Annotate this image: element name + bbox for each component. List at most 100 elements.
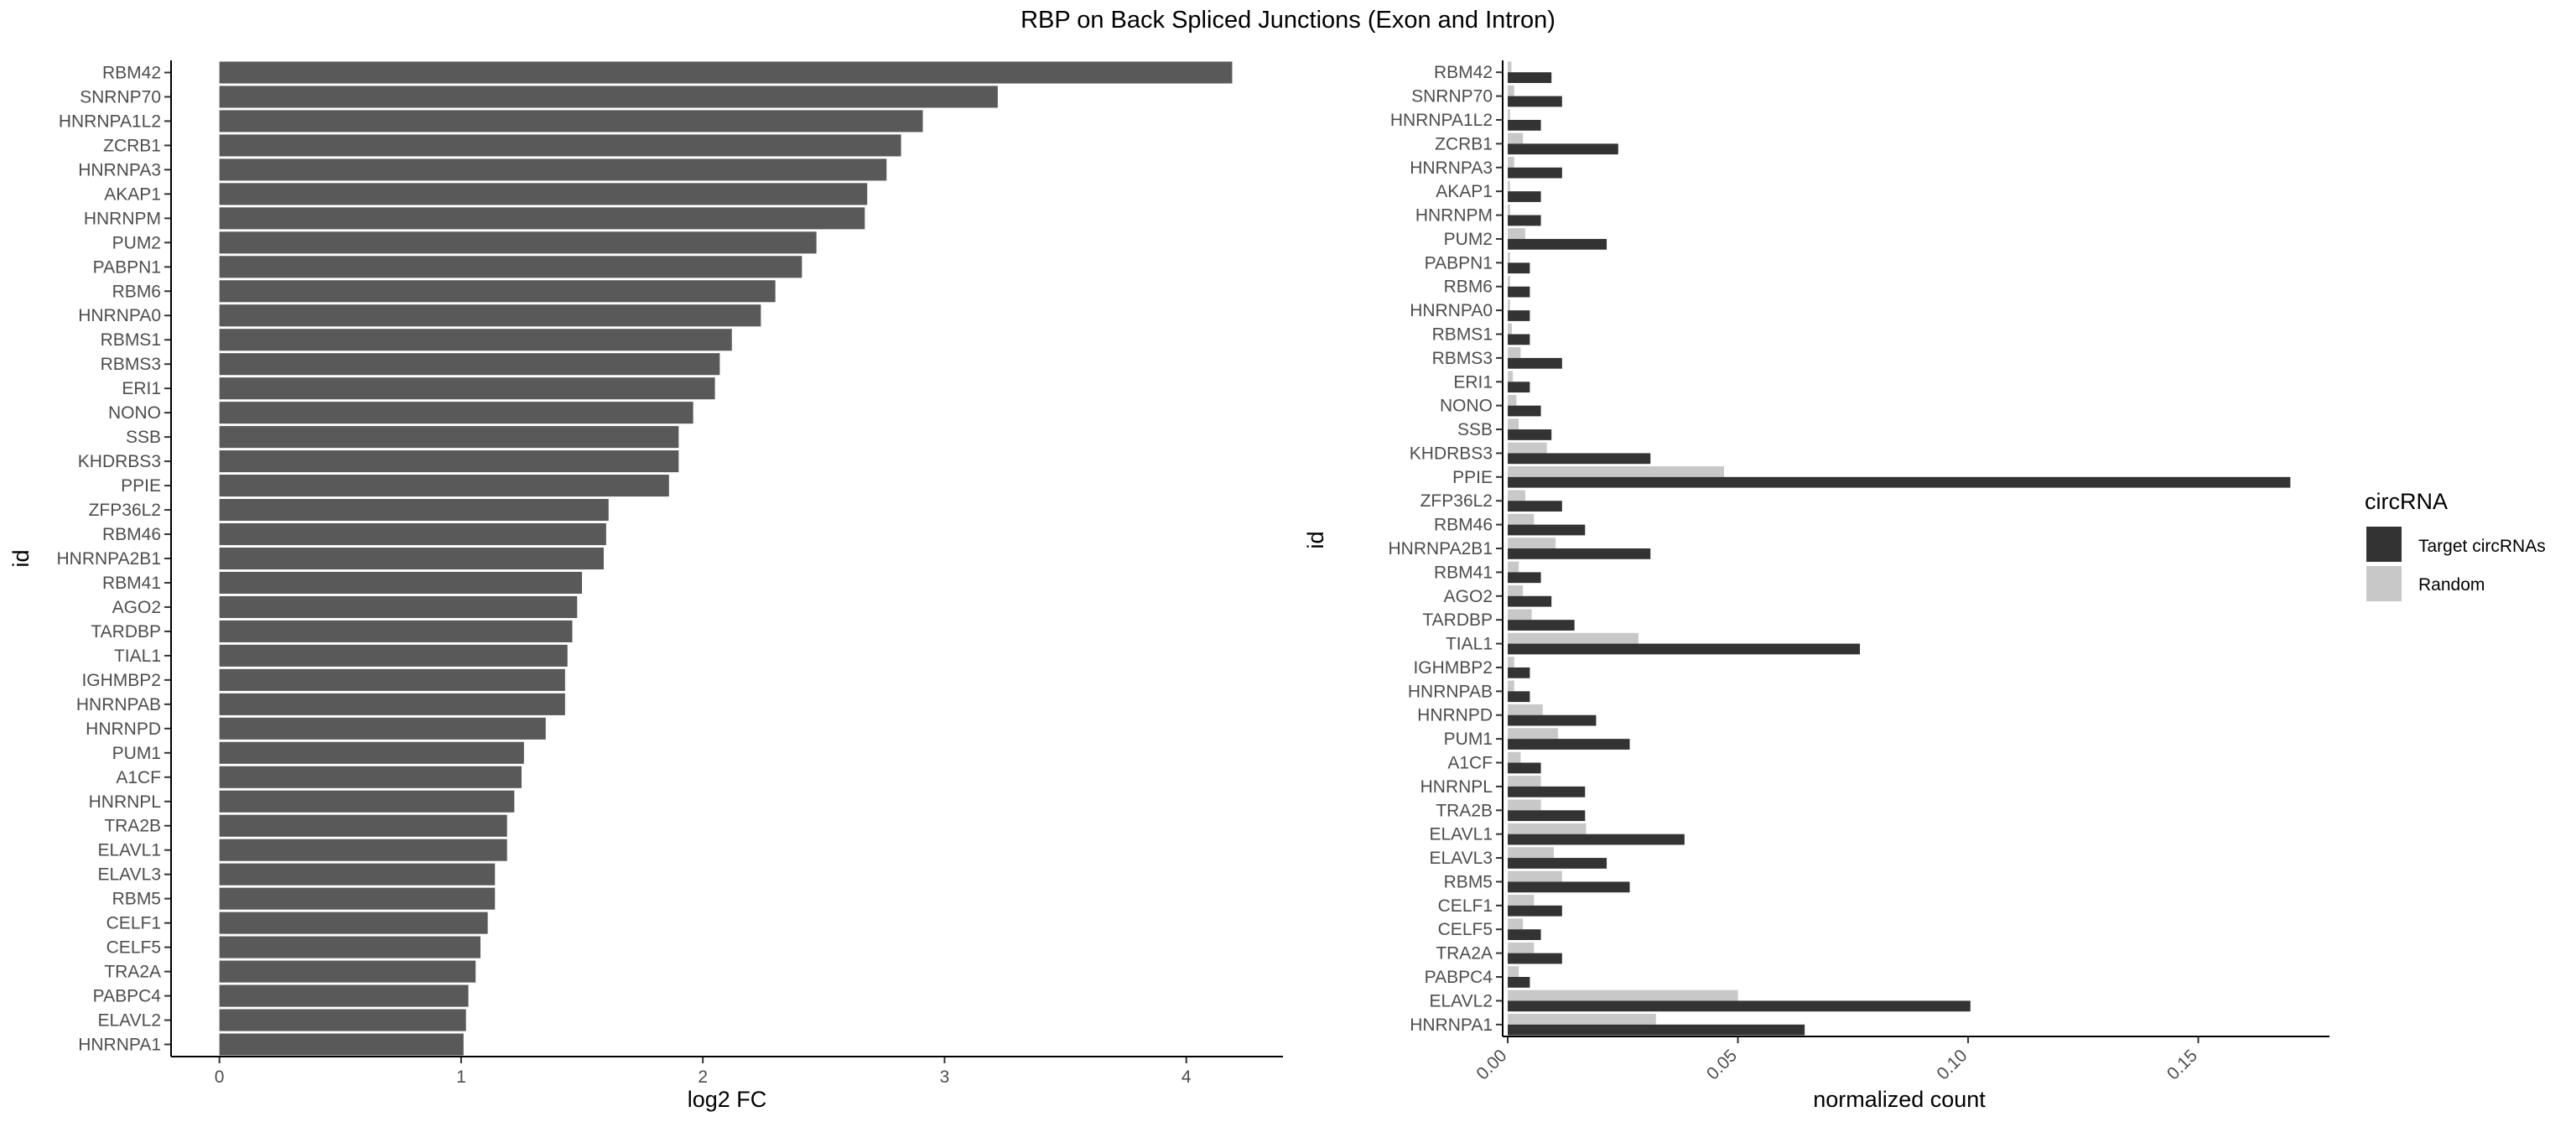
right-y-tick-label: RBM46 — [1434, 516, 1493, 535]
right-y-tick-label: HNRNPA0 — [1410, 301, 1493, 320]
bar-random-khdrbs3 — [1508, 442, 1547, 454]
right-y-tick-label: TRA2A — [1436, 944, 1493, 964]
right-x-tick-label: 0.00 — [1472, 1046, 1510, 1083]
right-x-tick-label: 0.05 — [1703, 1046, 1741, 1083]
bar-log2fc-rbm6 — [219, 280, 776, 303]
bar-log2fc-zfp36l2 — [219, 499, 609, 522]
bar-random-elavl1 — [1508, 823, 1587, 834]
right-y-tick-label: ERI1 — [1453, 372, 1493, 392]
bar-log2fc-tra2a — [219, 960, 476, 983]
bar-target-hnrnpa1l2 — [1508, 119, 1541, 131]
left-y-tick-label: AKAP1 — [104, 184, 161, 204]
legend-title: circRNA — [2365, 489, 2448, 514]
bar-log2fc-tardbp — [219, 620, 573, 642]
bar-random-hnrnpa2b1 — [1508, 538, 1556, 548]
bar-target-pum1 — [1508, 739, 1630, 750]
bar-target-ighmbp2 — [1508, 667, 1530, 678]
left-y-tick-label: RBMS3 — [101, 355, 161, 374]
left-y-axis-title: id — [8, 549, 34, 567]
bar-log2fc-nono — [219, 402, 693, 424]
right-y-tick-label: IGHMBP2 — [1413, 658, 1493, 678]
left-y-tick-label: A1CF — [116, 768, 161, 787]
bar-log2fc-pabpc4 — [219, 984, 469, 1007]
bar-random-rbm42 — [1508, 61, 1512, 73]
left-y-tick-label: ELAVL3 — [98, 865, 162, 885]
bar-random-hnrnpa1 — [1508, 1014, 1656, 1025]
right-y-tick-label: KHDRBS3 — [1410, 444, 1493, 463]
bar-log2fc-hnrnpa3 — [219, 158, 887, 181]
bar-target-rbm6 — [1508, 286, 1530, 298]
bar-random-hnrnpl — [1508, 776, 1541, 787]
bar-log2fc-rbm46 — [219, 522, 606, 546]
bar-log2fc-ssb — [219, 426, 679, 449]
bar-random-tardbp — [1508, 609, 1532, 621]
bar-random-rbms3 — [1508, 347, 1521, 358]
bar-log2fc-elavl2 — [219, 1009, 466, 1031]
right-y-tick-label: HNRNPA1 — [1410, 1016, 1493, 1035]
bar-target-hnrnpm — [1508, 215, 1541, 226]
bar-target-hnrnpa3 — [1508, 167, 1562, 179]
left-y-tick-label: KHDRBS3 — [78, 452, 161, 471]
bar-target-tial1 — [1508, 643, 1861, 655]
bar-target-rbm42 — [1508, 72, 1552, 83]
bar-target-celf1 — [1508, 905, 1562, 917]
left-y-tick-labels: RBM42 SNRNP70 HNRNPA1L2 ZCRB1 HNRNPA3 AKAP1 HN… — [57, 63, 171, 1055]
bar-log2fc-celf5 — [219, 936, 480, 958]
bar-target-hnrnpl — [1508, 786, 1586, 797]
right-y-tick-label: SSB — [1457, 420, 1493, 439]
bar-random-ssb — [1508, 418, 1519, 430]
legend-label-target: Target circRNAs — [2418, 537, 2546, 556]
bar-target-pabpc4 — [1508, 977, 1530, 988]
left-y-tick-label: PUM2 — [112, 233, 161, 252]
bar-log2fc-pum1 — [219, 741, 524, 764]
right-y-tick-label: ELAVL2 — [1430, 991, 1493, 1010]
left-y-tick-label: HNRNPA2B1 — [57, 549, 161, 569]
bar-target-zcrb1 — [1508, 143, 1618, 155]
bar-random-rbm5 — [1508, 870, 1562, 882]
right-y-tick-label: ZCRB1 — [1435, 134, 1493, 153]
bar-random-eri1 — [1508, 371, 1514, 382]
bar-random-hnrnpd — [1508, 704, 1543, 715]
bar-target-eri1 — [1508, 382, 1530, 393]
right-y-tick-label: NONO — [1440, 397, 1493, 416]
right-y-tick-label: ZFP36L2 — [1420, 491, 1493, 511]
bar-random-hnrnpm — [1508, 204, 1510, 216]
left-y-tick-label: ZFP36L2 — [89, 501, 161, 520]
left-y-tick-label: CELF5 — [106, 938, 161, 958]
bar-log2fc-ppie — [219, 475, 669, 497]
right-y-tick-label: SNRNP70 — [1411, 87, 1493, 106]
right-y-tick-label: HNRNPL — [1420, 777, 1493, 797]
left-x-tick-label: 1 — [456, 1067, 466, 1087]
right-y-tick-label: HNRNPA2B1 — [1389, 539, 1493, 558]
bar-log2fc-hnrnpd — [219, 717, 546, 740]
right-y-tick-label: RBM41 — [1434, 563, 1493, 582]
bar-log2fc-rbms1 — [219, 329, 732, 351]
bar-random-rbm6 — [1508, 275, 1510, 287]
bar-target-hnrnpa0 — [1508, 310, 1530, 321]
bar-log2fc-hnrnpl — [219, 790, 515, 813]
bar-log2fc-eri1 — [219, 377, 715, 400]
left-y-tick-label: ERI1 — [122, 379, 161, 398]
bar-target-ago2 — [1508, 595, 1552, 607]
bar-log2fc-rbm42 — [219, 61, 1233, 84]
bar-target-rbms1 — [1508, 334, 1530, 345]
bar-log2fc-rbms3 — [219, 353, 720, 376]
bar-target-rbm41 — [1508, 572, 1541, 584]
bar-log2fc-khdrbs3 — [219, 450, 679, 473]
right-y-tick-label: AGO2 — [1444, 587, 1493, 606]
bar-random-celf5 — [1508, 918, 1524, 930]
bar-log2fc-hnrnpa0 — [219, 304, 761, 327]
left-y-tick-label: ELAVL1 — [98, 841, 162, 860]
right-y-tick-label: RBMS1 — [1432, 325, 1493, 344]
left-y-tick-label: HNRNPD — [86, 719, 161, 739]
bar-random-pum1 — [1508, 728, 1558, 740]
left-y-tick-label: ZCRB1 — [103, 136, 161, 155]
right-y-axis-title: id — [1303, 531, 1328, 548]
bar-target-elavl1 — [1508, 834, 1685, 845]
bar-random-hnrnpa0 — [1508, 299, 1510, 311]
bar-log2fc-tra2b — [219, 814, 507, 837]
bar-target-ssb — [1508, 429, 1552, 440]
bar-target-pum2 — [1508, 238, 1607, 250]
right-x-ticks: 0.00 0.05 0.10 0.15 — [1472, 1036, 2201, 1083]
right-y-tick-label: PPIE — [1452, 468, 1493, 487]
